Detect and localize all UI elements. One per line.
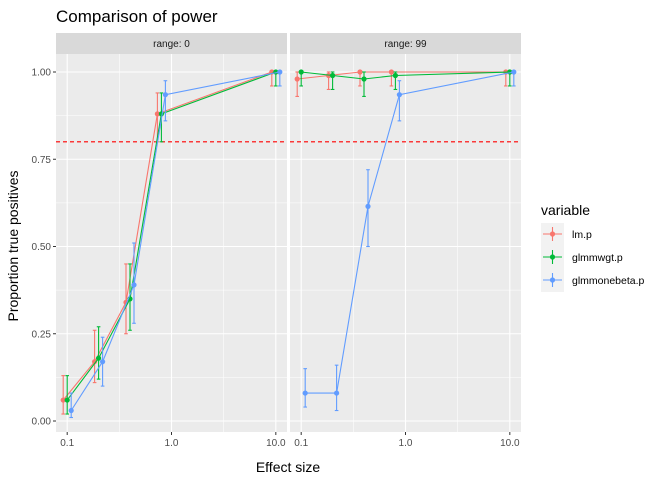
- facet-2-lm.p-point: [357, 69, 363, 75]
- y-axis-title: Proportion true positives: [5, 171, 21, 322]
- facet-1-glmmwgt.p-point: [64, 397, 70, 403]
- facet-2-x-tick-label: 1.0: [399, 438, 413, 449]
- facet-2-glmmwgt.p-point: [298, 69, 304, 75]
- y-tick-label: 0.00: [32, 417, 52, 428]
- legend-key-point: [549, 254, 556, 260]
- facet-1-lm.p-point: [154, 111, 160, 117]
- y-tick-label: 0.75: [32, 155, 52, 166]
- facet-1-x-tick-label: 10.0: [266, 438, 286, 449]
- facet-1-lm.p-point: [60, 397, 66, 403]
- facet-2-glmmonebeta.p-point: [511, 69, 517, 75]
- facet-2-glmmonebeta.p-point: [365, 203, 371, 209]
- facet-2-lm.p-point: [388, 69, 394, 75]
- facet-2-glmmwgt.p-point: [329, 72, 336, 79]
- legend-label: glmmwgt.p: [572, 252, 623, 264]
- facet-1-glmmonebeta.p-point: [99, 359, 106, 365]
- legend-key-point: [549, 231, 556, 237]
- facet-2-lm.p-point: [294, 76, 300, 82]
- facet-1-glmmwgt.p-point: [95, 355, 102, 361]
- facet-1-glmmonebeta.p-point: [277, 69, 283, 75]
- facet-2-x-tick-label: 0.1: [294, 438, 308, 449]
- legend: variable lm.p glmmwgt.p glmmonebeta.p: [541, 202, 645, 292]
- facet-2-glmmwgt.p-point: [361, 76, 367, 82]
- facet-1-strip: [56, 33, 287, 54]
- facet-1-strip-label: range: 0: [153, 39, 190, 50]
- facet-1-x-tick-label: 0.1: [60, 438, 74, 449]
- facet-2-glmmonebeta.p-point: [333, 390, 340, 396]
- facet-2-strip: [290, 33, 521, 54]
- facet-2-glmmonebeta.p-point: [396, 92, 402, 98]
- legend-key-point: [549, 277, 556, 283]
- y-tick-label: 1.00: [32, 68, 52, 79]
- legend-label: lm.p: [572, 229, 592, 241]
- facet-2-glmmwgt.p-point: [392, 72, 398, 79]
- x-axis-title: Effect size: [256, 459, 321, 475]
- facet-2-strip-label: range: 99: [384, 39, 427, 50]
- y-tick-label: 0.50: [32, 242, 52, 253]
- facet-1-glmmonebeta.p-point: [162, 92, 168, 98]
- facet-1-glmmonebeta.p-point: [68, 407, 74, 414]
- chart-title: Comparison of power: [56, 7, 218, 26]
- facet-1-x-tick-label: 1.0: [165, 438, 179, 449]
- facet-2-x-tick-label: 10.0: [500, 438, 520, 449]
- legend-title: variable: [541, 202, 590, 218]
- facet-2-glmmonebeta.p-point: [302, 390, 308, 396]
- facet-1-lm.p-point: [91, 359, 98, 365]
- legend-label: glmmonebeta.p: [572, 275, 645, 287]
- facet-panels: range: 0 0.1 1.0 10.0 range: 99 0.1 1.0 10.0 0.0…: [32, 33, 521, 449]
- facet-1-glmmonebeta.p-point: [131, 282, 137, 288]
- y-tick-label: 0.25: [32, 329, 52, 340]
